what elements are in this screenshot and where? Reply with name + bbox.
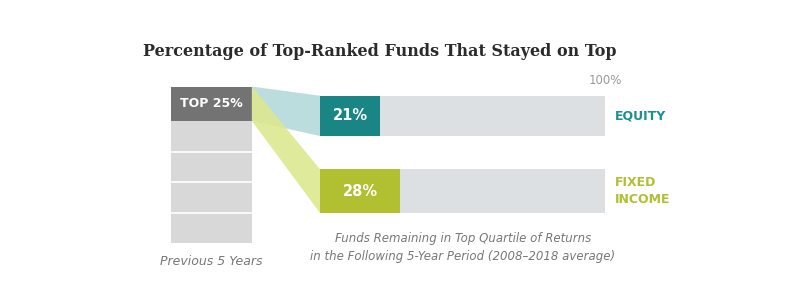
Text: FIXED
INCOME: FIXED INCOME <box>614 176 670 206</box>
Bar <box>171 86 252 121</box>
Bar <box>320 170 606 213</box>
Text: EQUITY: EQUITY <box>614 109 666 122</box>
Bar <box>320 96 380 136</box>
Bar <box>320 96 606 136</box>
Text: 21%: 21% <box>333 108 368 123</box>
Text: Previous 5 Years: Previous 5 Years <box>160 255 263 268</box>
Text: Funds Remaining in Top Quartile of Returns
in the Following 5-Year Period (2008–: Funds Remaining in Top Quartile of Retur… <box>310 231 615 263</box>
Bar <box>171 121 252 243</box>
Polygon shape <box>252 86 320 136</box>
Text: 28%: 28% <box>342 184 378 199</box>
Bar <box>320 170 400 213</box>
Text: 100%: 100% <box>589 74 622 86</box>
Text: TOP 25%: TOP 25% <box>180 97 243 110</box>
Text: Percentage of Top-Ranked Funds That Stayed on Top: Percentage of Top-Ranked Funds That Stay… <box>143 43 617 60</box>
Polygon shape <box>252 86 320 213</box>
